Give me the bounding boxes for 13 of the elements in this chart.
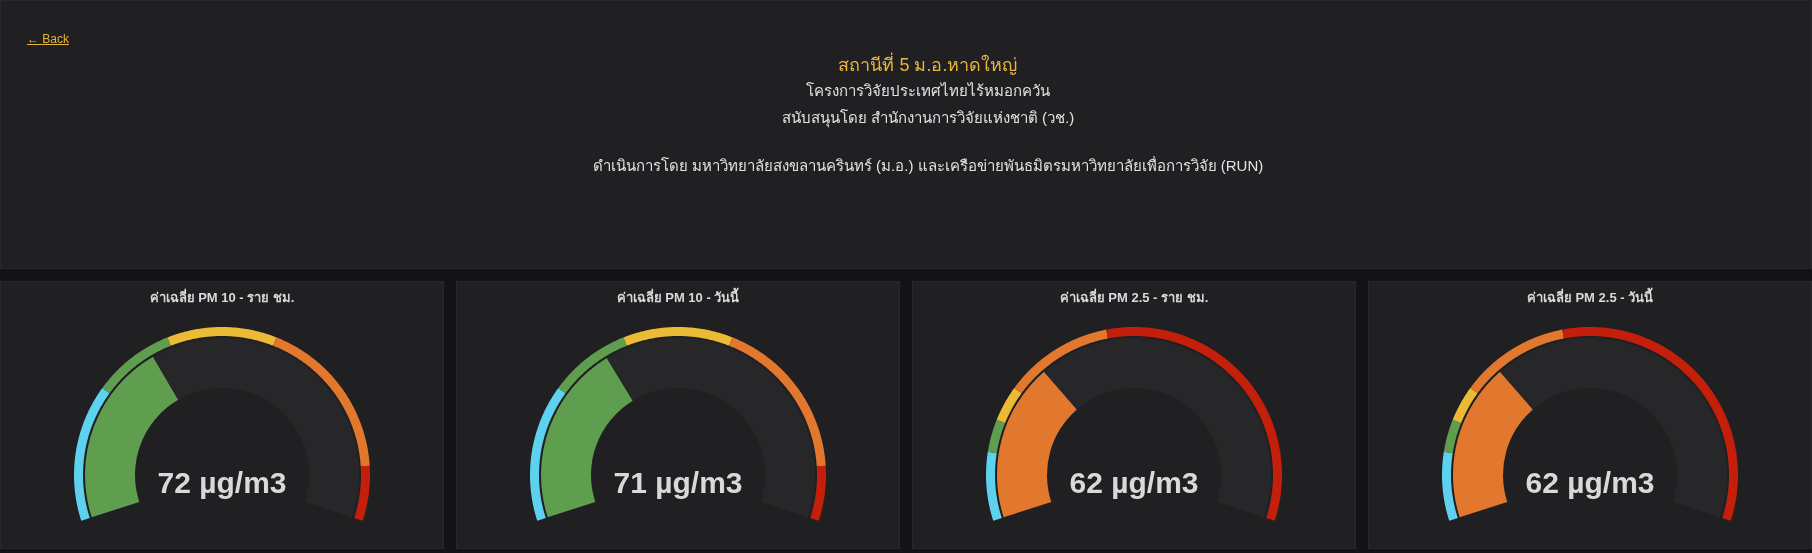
text: สถานีที่ 5 ม.อ.หาดใหญ่ — [837, 52, 1019, 77]
chart-title: ค่าเฉลี่ย PM 2.5 - วันนี้ — [1526, 287, 1654, 305]
chart-title: ค่าเฉลี่ย PM 10 - วันนี้ — [616, 287, 740, 305]
text: 71 µg/m3 — [613, 466, 743, 499]
text: ← Back — [27, 31, 70, 47]
text: 72 µg/m3 — [157, 466, 287, 499]
text: ดำเนินการโดย มหาวิทยาลัยสงขลานครินทร์ (ม.อ.) และเครือข่ายพันธมิตรมหาวิทยาลัยเพื่อการวิจัย (RUN) — [591, 155, 1265, 176]
chart-title: ค่าเฉลี่ย PM 10 - ราย ชม. — [149, 288, 295, 305]
text: โครงการวิจัยประเทศไทยไร้หมอกควัน — [805, 81, 1051, 101]
text: 62 µg/m3 — [1069, 466, 1199, 499]
text: 62 µg/m3 — [1525, 466, 1655, 499]
chart-title: ค่าเฉลี่ย PM 2.5 - ราย ชม. — [1059, 288, 1209, 305]
text: สนับสนุนโดย สำนักงานการวิจัยแห่งชาติ (วช.) — [780, 108, 1076, 129]
